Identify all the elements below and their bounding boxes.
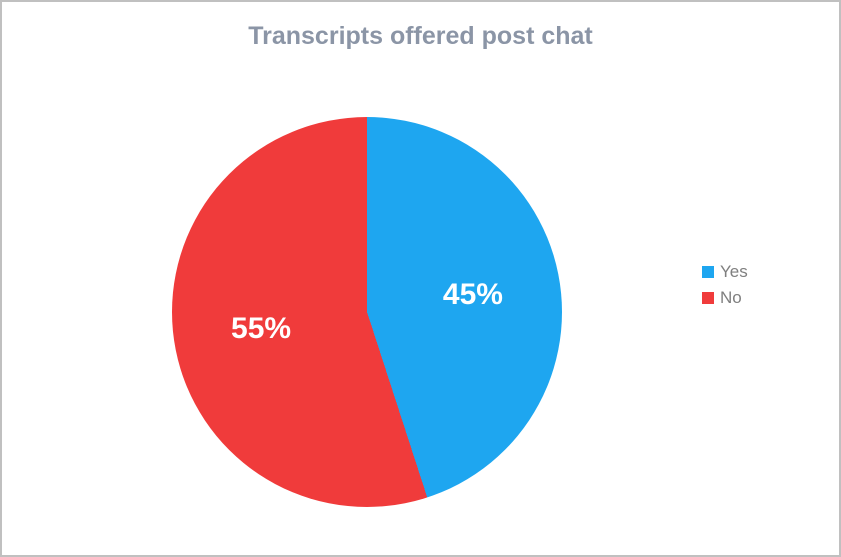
chart-frame: Transcripts offered post chat 45%55% Yes… [0,0,841,557]
chart-title: Transcripts offered post chat [2,22,839,51]
pie-chart [172,117,562,507]
legend-swatch-yes [702,266,714,278]
legend: Yes No [702,262,748,314]
legend-item-yes: Yes [702,262,748,282]
pie-container: 45%55% [172,117,562,507]
legend-item-no: No [702,288,748,308]
legend-swatch-no [702,292,714,304]
legend-label-no: No [720,288,742,308]
legend-label-yes: Yes [720,262,748,282]
